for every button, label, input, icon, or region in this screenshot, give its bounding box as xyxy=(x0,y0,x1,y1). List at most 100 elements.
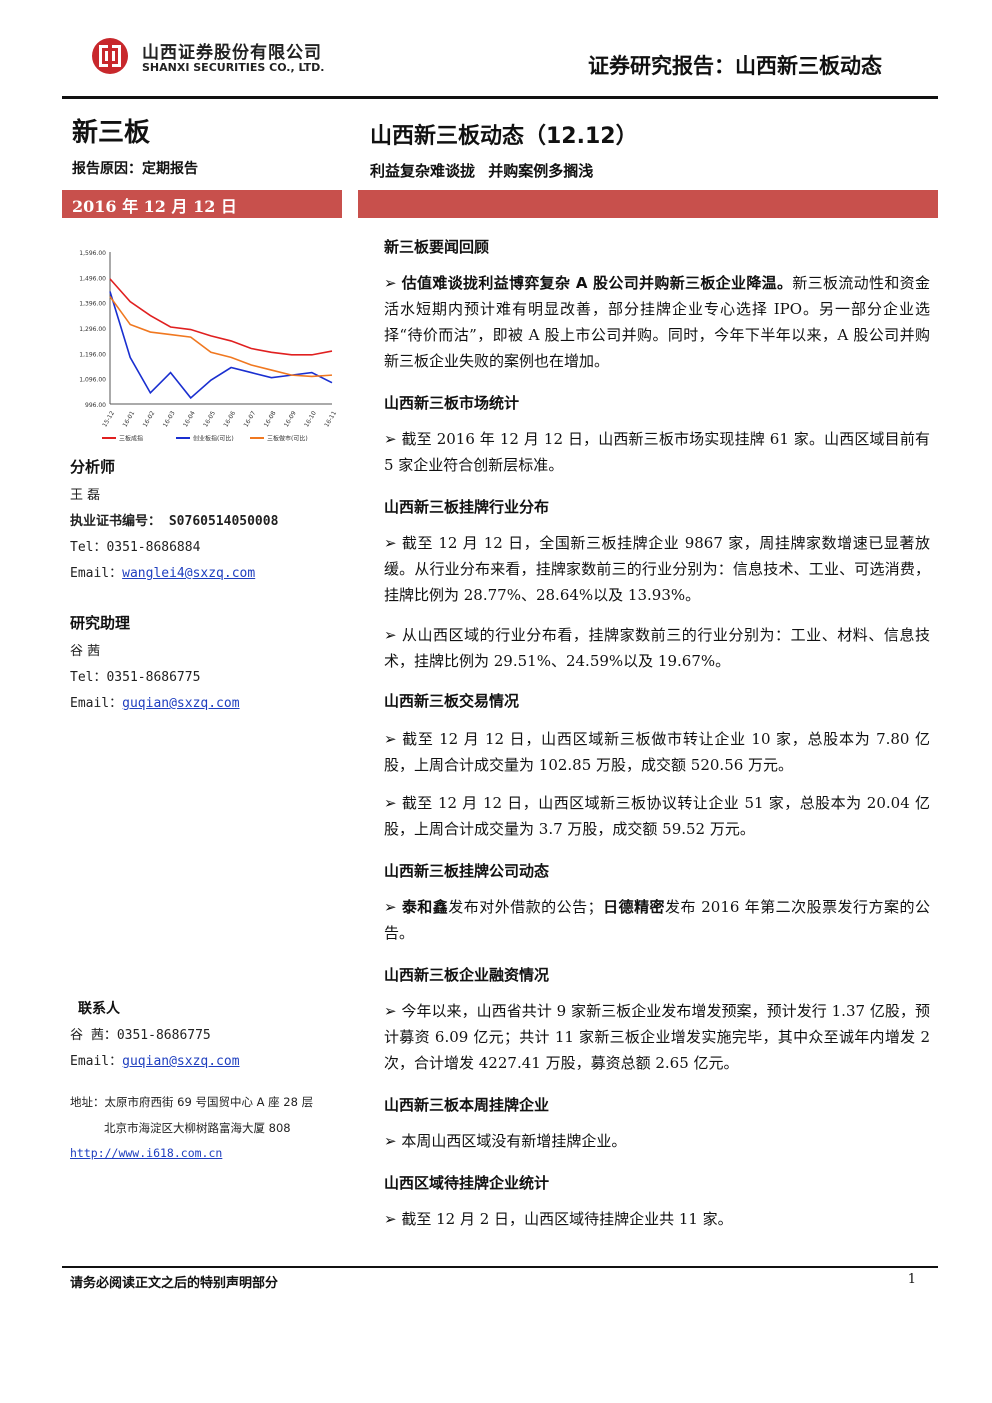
contact-tel: 谷 茜：0351-8686775 xyxy=(70,1028,211,1043)
paragraph-body: 截至 12 月 2 日，山西区域待挂牌企业共 11 家。 xyxy=(401,1210,733,1228)
legend-label: 三板做市(可比) xyxy=(267,435,308,443)
paragraph-body: 发布 2016 年第二次股票发行方案的公告。 xyxy=(384,898,930,942)
section-financing: 山西新三板企业融资情况 xyxy=(384,964,934,985)
y-tick-label: 1,596.00 xyxy=(79,250,106,257)
paragraph-news: ➢ 估值难谈拢利益博弈复杂 A 股公司并购新三板企业降温。新三板流动性和资金活水… xyxy=(384,270,930,374)
section-heading: 山西新三板企业融资情况 xyxy=(384,966,550,984)
footer-divider xyxy=(62,1266,938,1268)
assistant-heading: 研究助理 xyxy=(70,614,131,632)
website-line: http://www.i618.com.cn xyxy=(70,1146,222,1160)
bullet-icon: ➢ xyxy=(384,534,397,552)
date-bar: 2016 年 12 月 12 日 xyxy=(62,190,342,218)
bullet-icon: ➢ xyxy=(384,898,397,916)
series-line xyxy=(109,296,333,378)
section-company-news: 山西新三板挂牌公司动态 xyxy=(384,860,934,881)
paragraph-financing: ➢ 今年以来，山西省共计 9 家新三板企业发布增发预案，预计发行 1.37 亿股… xyxy=(384,998,930,1076)
paragraph-body: 截至 12 月 12 日，全国新三板挂牌企业 9867 家，周挂牌家数增速已显著… xyxy=(384,534,930,604)
bullet-icon: ➢ xyxy=(384,1210,397,1228)
section-news-review: 新三板要闻回顾 xyxy=(384,236,934,257)
report-type: 证券研究报告：山西新三板动态 xyxy=(588,54,882,78)
report-date: 2016 年 12 月 12 日 xyxy=(72,197,237,216)
page-number: 1 xyxy=(907,1272,916,1287)
y-tick-label: 1,296.00 xyxy=(79,326,106,333)
section-heading: 山西区域待挂牌企业统计 xyxy=(384,1174,550,1192)
index-line-chart: 1,596.00 1,496.00 1,396.00 1,296.00 1,196.00… xyxy=(79,250,338,443)
company-name-cn: 山西证券股份有限公司 xyxy=(142,43,322,63)
analyst-name: 王 磊 xyxy=(70,488,101,503)
paragraph-body: 新三板流动性和资金活水短期内预计难有明显改善，部分挂牌企业专心选择 IPO。另一… xyxy=(384,274,930,370)
x-tick-label: 15-12 xyxy=(101,410,116,429)
bullet-icon: ➢ xyxy=(384,274,397,292)
assistant-email-line: Email：guqian@sxzq.com xyxy=(70,692,240,711)
document-subtitle: 利益复杂难谈拢 并购案例多搁浅 xyxy=(370,162,594,180)
company-name-en: SHANXI SECURITIES CO., LTD. xyxy=(142,61,325,74)
y-tick-label: 1,496.00 xyxy=(79,275,106,282)
paragraph-industry-national: ➢ 截至 12 月 12 日，全国新三板挂牌企业 9867 家，周挂牌家数增速已… xyxy=(384,530,930,608)
paragraph-lead: 估值难谈拢利益博弈复杂 A 股公司并购新三板企业降温。 xyxy=(401,274,793,292)
paragraph-body: 截至 12 月 12 日，山西区域新三板协议转让企业 51 家，总股本为 20.… xyxy=(384,794,930,838)
section-pending-listings: 山西区域待挂牌企业统计 xyxy=(384,1172,934,1193)
report-reason: 报告原因：定期报告 xyxy=(72,161,198,177)
category-title: 新三板 xyxy=(72,118,151,148)
x-tick-label: 16-01 xyxy=(121,410,136,429)
section-heading: 山西新三板市场统计 xyxy=(384,394,520,412)
bullet-icon: ➢ xyxy=(384,626,397,644)
paragraph-body: 截至 12 月 12 日，山西区域新三板做市转让企业 10 家，总股本为 7.8… xyxy=(384,730,930,774)
paragraph-body: 今年以来，山西省共计 9 家新三板企业发布增发预案，预计发行 1.37 亿股，预… xyxy=(384,1002,930,1072)
bullet-icon: ➢ xyxy=(384,1132,397,1150)
assistant-email-link[interactable]: guqian@sxzq.com xyxy=(122,696,240,711)
cert-label: 执业证书编号： xyxy=(70,514,162,529)
y-tick-label: 1,096.00 xyxy=(79,377,106,384)
bullet-icon: ➢ xyxy=(384,730,397,748)
assistant-tel: Tel：0351-8686775 xyxy=(70,670,201,685)
paragraph-new-listings: ➢ 本周山西区域没有新增挂牌企业。 xyxy=(384,1128,930,1154)
paragraph-body: 从山西区域的行业分布看，挂牌家数前三的行业分别为：工业、材料、信息技术，挂牌比例… xyxy=(384,626,930,670)
y-tick-label: 1,396.00 xyxy=(79,301,106,308)
legend-label: 三板成指 xyxy=(119,435,143,443)
section-market-stats: 山西新三板市场统计 xyxy=(384,392,934,413)
section-heading: 山西新三板本周挂牌企业 xyxy=(384,1096,550,1114)
x-tick-label: 16-11 xyxy=(323,410,338,429)
paragraph-market-stats: ➢ 截至 2016 年 12 月 12 日，山西新三板市场实现挂牌 61 家。山… xyxy=(384,426,930,478)
contact-email-link[interactable]: guqian@sxzq.com xyxy=(122,1054,240,1069)
x-tick-label: 16-09 xyxy=(283,410,298,429)
company-name: 泰和鑫 xyxy=(401,898,449,916)
bullet-icon: ➢ xyxy=(384,1002,397,1020)
x-tick-label: 16-02 xyxy=(142,410,157,429)
section-trading: 山西新三板交易情况 xyxy=(384,690,934,711)
email-label: Email： xyxy=(70,696,123,711)
x-tick-label: 16-03 xyxy=(162,410,177,429)
website-link[interactable]: http://www.i618.com.cn xyxy=(70,1146,223,1160)
section-industry-distribution: 山西新三板挂牌行业分布 xyxy=(384,496,934,517)
paragraph-company-news: ➢ 泰和鑫发布对外借款的公告；日德精密发布 2016 年第二次股票发行方案的公告… xyxy=(384,894,930,946)
paragraph-industry-shanxi: ➢ 从山西区域的行业分布看，挂牌家数前三的行业分别为：工业、材料、信息技术，挂牌… xyxy=(384,622,930,674)
cert-number: S0760514050008 xyxy=(168,514,279,529)
bullet-icon: ➢ xyxy=(384,794,397,812)
paragraph-body: 截至 2016 年 12 月 12 日，山西新三板市场实现挂牌 61 家。山西区… xyxy=(384,430,930,474)
contact-email-line: Email：guqian@sxzq.com xyxy=(70,1050,240,1069)
email-label: Email： xyxy=(70,566,123,581)
section-heading: 山西新三板挂牌行业分布 xyxy=(384,498,550,516)
company-name: 日德精密 xyxy=(602,898,666,916)
paragraph-agreement-transfer: ➢ 截至 12 月 12 日，山西区域新三板协议转让企业 51 家，总股本为 2… xyxy=(384,790,930,842)
section-heading: 新三板要闻回顾 xyxy=(384,238,490,256)
x-tick-label: 16-05 xyxy=(202,410,217,429)
y-tick-label: 1,196.00 xyxy=(79,351,106,358)
analyst-heading: 分析师 xyxy=(70,458,116,476)
footer-disclaimer: 请务必阅读正文之后的特别声明部分 xyxy=(70,1276,279,1291)
paragraph-pending-listings: ➢ 截至 12 月 2 日，山西区域待挂牌企业共 11 家。 xyxy=(384,1206,930,1232)
contact-heading: 联系人 xyxy=(78,1001,120,1017)
analyst-email-link[interactable]: wanglei4@sxzq.com xyxy=(122,566,256,581)
section-new-listings: 山西新三板本周挂牌企业 xyxy=(384,1094,934,1115)
email-label: Email： xyxy=(70,1054,123,1069)
legend-label: 创业板指(可比) xyxy=(193,435,234,443)
address-line-1: 地址：太原市府西街 69 号国贸中心 A 座 28 层 xyxy=(70,1095,314,1109)
bullet-icon: ➢ xyxy=(384,430,397,448)
paragraph-body: 发布对外借款的公告； xyxy=(448,898,603,916)
x-tick-label: 16-10 xyxy=(303,410,318,429)
assistant-name: 谷 茜 xyxy=(70,644,101,659)
analyst-email-line: Email：wanglei4@sxzq.com xyxy=(70,562,255,581)
series-line xyxy=(109,278,333,356)
company-logo-icon xyxy=(92,38,128,74)
x-tick-label: 16-08 xyxy=(263,410,278,429)
